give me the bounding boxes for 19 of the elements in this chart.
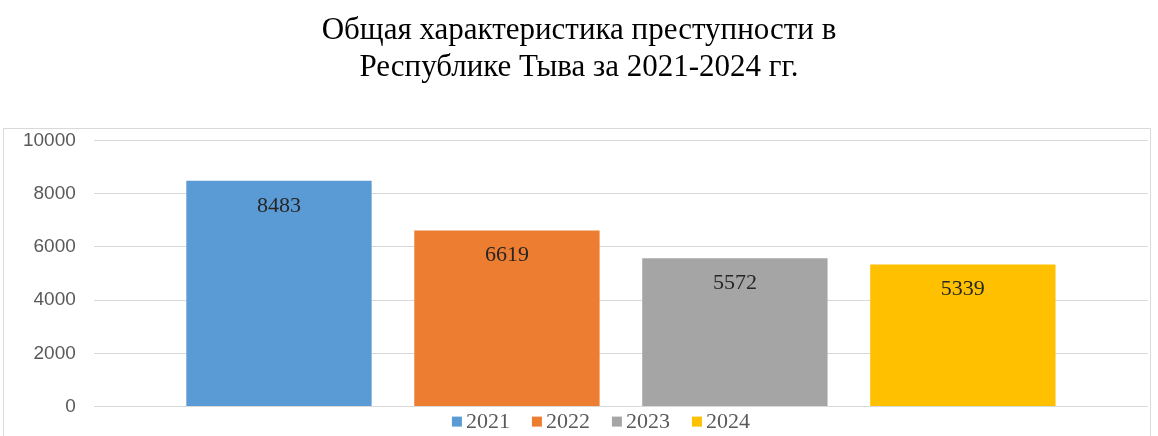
- bar: [870, 264, 1056, 407]
- data-label: 8483: [256, 191, 301, 217]
- y-tick-label: 8000: [33, 181, 76, 203]
- bar: [414, 230, 600, 407]
- y-tick-label: 0: [65, 394, 76, 416]
- data-label: 6619: [484, 241, 529, 267]
- y-tick-label: 2000: [33, 341, 76, 363]
- bar: [642, 258, 828, 407]
- bar: [186, 180, 372, 407]
- chart-title: Общая характеристика преступности в Республике Тыва за 2021-2024 гг.: [320, 10, 838, 84]
- data-label: 5572: [712, 269, 757, 295]
- y-tick-label: 6000: [33, 235, 76, 257]
- legend-label: 2023: [625, 408, 670, 434]
- y-tick-label: 10000: [22, 128, 76, 150]
- legend-label: 2021: [465, 408, 510, 434]
- y-tick-label: 4000: [33, 288, 76, 310]
- data-label: 5339: [940, 275, 985, 301]
- legend-label: 2022: [545, 408, 590, 434]
- legend-label: 2024: [705, 408, 750, 434]
